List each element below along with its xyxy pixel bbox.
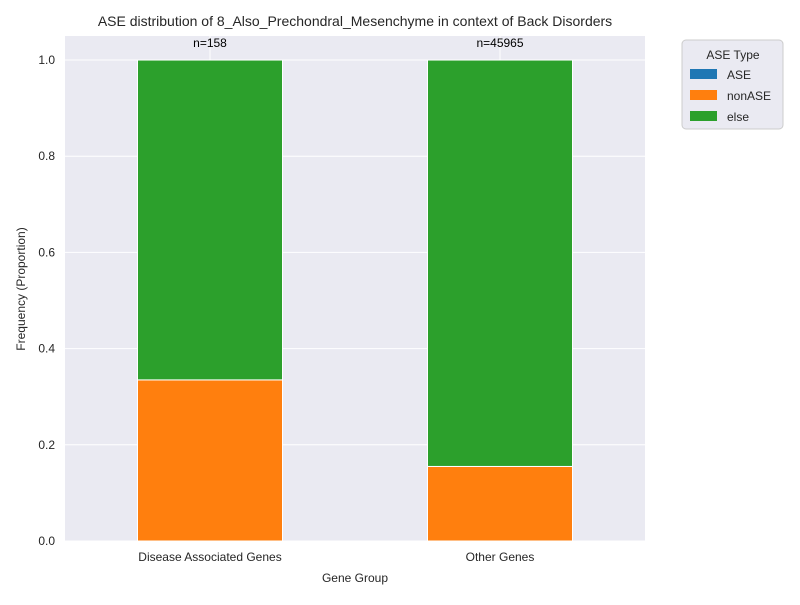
- legend-label-nonase: nonASE: [727, 89, 771, 103]
- y-tick-label: 0.2: [38, 438, 55, 452]
- legend-swatch-nonase: [690, 90, 717, 100]
- bar-nonase: [427, 465, 573, 542]
- chart-title: ASE distribution of 8_Also_Prechondral_M…: [98, 13, 612, 29]
- legend-label-else: else: [727, 110, 749, 124]
- y-tick-label: 0.8: [38, 149, 55, 163]
- legend: ASE Type ASE nonASE else: [681, 39, 784, 130]
- count-annotation: n=158: [193, 36, 227, 50]
- y-tick-label: 0.0: [38, 534, 55, 548]
- bar-else: [137, 59, 283, 381]
- bar-else: [427, 59, 573, 467]
- bars: [137, 59, 573, 542]
- bar-nonase: [137, 379, 283, 542]
- x-tick-label: Disease Associated Genes: [138, 550, 281, 564]
- legend-swatch-else: [690, 111, 717, 121]
- y-axis: 0.0 0.2 0.4 0.6 0.8 1.0: [38, 53, 55, 548]
- y-axis-label: Frequency (Proportion): [14, 227, 28, 350]
- y-tick-label: 0.4: [38, 342, 55, 356]
- annotations: n=158 n=45965: [193, 36, 524, 50]
- y-tick-label: 0.6: [38, 245, 55, 259]
- x-axis-label: Gene Group: [322, 571, 388, 585]
- x-tick-label: Other Genes: [466, 550, 535, 564]
- x-axis: Disease Associated Genes Other Genes: [138, 550, 534, 564]
- y-tick-label: 1.0: [38, 53, 55, 67]
- legend-label-ase: ASE: [727, 68, 751, 82]
- legend-swatch-ase: [690, 69, 717, 79]
- legend-frame: [681, 39, 784, 130]
- legend-title: ASE Type: [706, 48, 759, 62]
- count-annotation: n=45965: [476, 36, 523, 50]
